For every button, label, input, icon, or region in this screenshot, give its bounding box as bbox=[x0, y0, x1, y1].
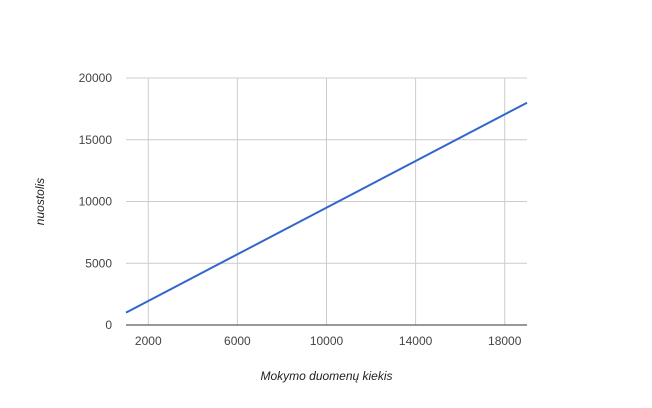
x-tick-label: 14000 bbox=[399, 334, 433, 348]
series-line bbox=[125, 101, 528, 314]
y-tick-label: 20000 bbox=[79, 71, 113, 85]
y-tick-label: 15000 bbox=[79, 133, 113, 147]
y-tick-label: 10000 bbox=[79, 195, 113, 209]
x-axis-title: Mokymo duomenų kiekis bbox=[260, 369, 392, 383]
grid-layer bbox=[126, 77, 527, 325]
x-tick-label: 6000 bbox=[224, 334, 251, 348]
y-tick-label: 5000 bbox=[85, 256, 112, 270]
x-tick-label: 10000 bbox=[310, 334, 344, 348]
series-layer bbox=[125, 101, 528, 314]
y-tick-label: 0 bbox=[105, 318, 112, 332]
x-tick-label: 18000 bbox=[488, 334, 522, 348]
x-tick-label: 2000 bbox=[135, 334, 162, 348]
tick-labels: 0 5000 10000 15000 20000 2000 6000 10000 14000 18… bbox=[79, 71, 522, 348]
y-axis-title: nuostolis bbox=[33, 178, 47, 225]
